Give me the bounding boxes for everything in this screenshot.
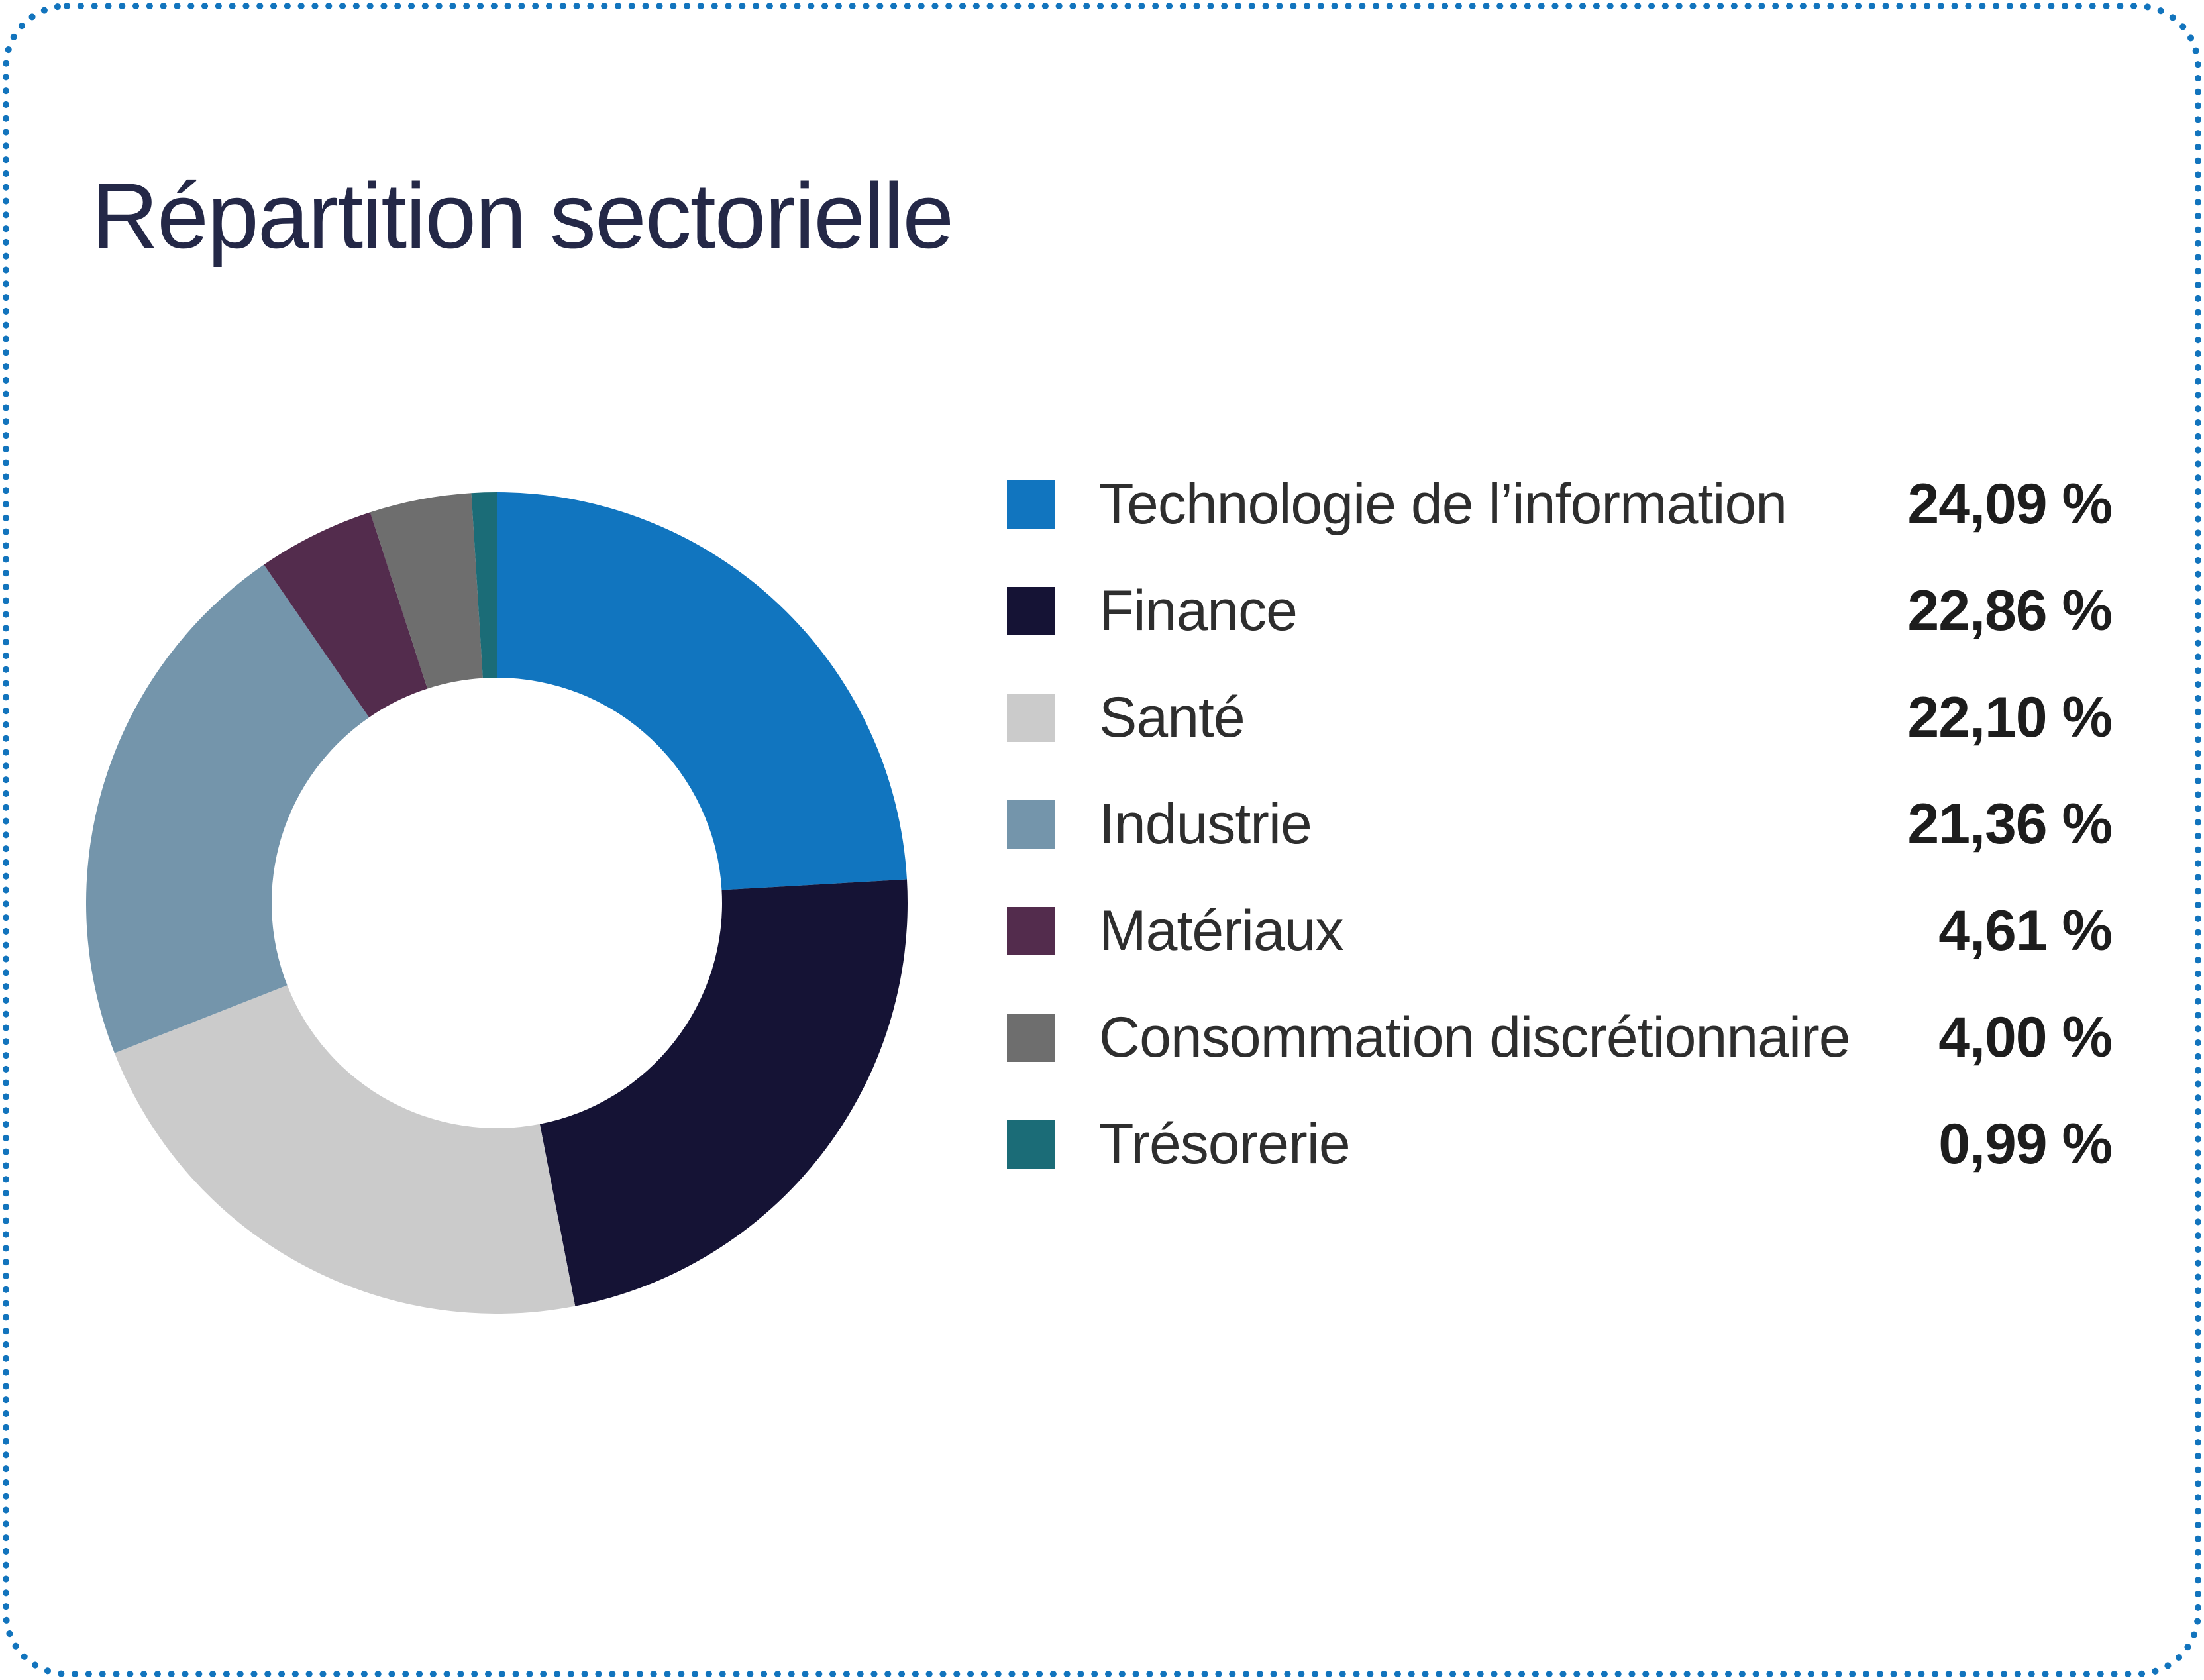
legend-label: Santé bbox=[1099, 686, 1245, 749]
legend-label: Trésorerie bbox=[1099, 1112, 1351, 1176]
legend-swatch-icon bbox=[1007, 1120, 1055, 1169]
chart-legend: Technologie de l’information 24,09 % Finan… bbox=[1007, 472, 2113, 1227]
legend-swatch-icon bbox=[1007, 587, 1055, 635]
donut-slice-finance bbox=[539, 879, 908, 1306]
legend-swatch-icon bbox=[1007, 480, 1055, 529]
legend-row-finance: Finance 22,86 % bbox=[1007, 579, 2113, 643]
legend-label: Technologie de l’information bbox=[1099, 472, 1787, 536]
legend-label: Consommation discrétionnaire bbox=[1099, 1006, 1851, 1069]
legend-row-industrie: Industrie 21,36 % bbox=[1007, 792, 2113, 856]
legend-swatch-icon bbox=[1007, 907, 1055, 955]
donut-slice-industrie bbox=[86, 564, 370, 1053]
legend-row-materiaux: Matériaux 4,61 % bbox=[1007, 899, 2113, 963]
donut-slice-consommation-discretionnaire bbox=[370, 493, 483, 689]
donut-chart bbox=[86, 492, 908, 1314]
legend-label: Matériaux bbox=[1099, 899, 1344, 963]
legend-swatch-icon bbox=[1007, 694, 1055, 742]
legend-value: 22,86 % bbox=[1907, 579, 2113, 643]
legend-swatch-icon bbox=[1007, 800, 1055, 849]
legend-row-consommation-discretionnaire: Consommation discrétionnaire 4,00 % bbox=[1007, 1006, 2113, 1069]
legend-row-sante: Santé 22,10 % bbox=[1007, 686, 2113, 749]
donut-slice-technologie-information bbox=[497, 492, 907, 890]
legend-value: 22,10 % bbox=[1907, 686, 2113, 749]
legend-row-technologie-information: Technologie de l’information 24,09 % bbox=[1007, 472, 2113, 536]
legend-swatch-icon bbox=[1007, 1014, 1055, 1062]
donut-slice-materiaux bbox=[264, 512, 428, 717]
legend-label: Finance bbox=[1099, 579, 1298, 643]
legend-value: 21,36 % bbox=[1907, 792, 2113, 856]
legend-value: 0,99 % bbox=[1938, 1112, 2113, 1176]
legend-value: 4,00 % bbox=[1938, 1006, 2113, 1069]
legend-value: 4,61 % bbox=[1938, 899, 2113, 963]
legend-value: 24,09 % bbox=[1907, 472, 2113, 536]
donut-slice-tresorerie bbox=[471, 492, 497, 678]
legend-label: Industrie bbox=[1099, 792, 1312, 856]
legend-row-tresorerie: Trésorerie 0,99 % bbox=[1007, 1112, 2113, 1176]
page-title: Répartition sectorielle bbox=[91, 164, 954, 268]
donut-slice-sante bbox=[114, 985, 576, 1314]
